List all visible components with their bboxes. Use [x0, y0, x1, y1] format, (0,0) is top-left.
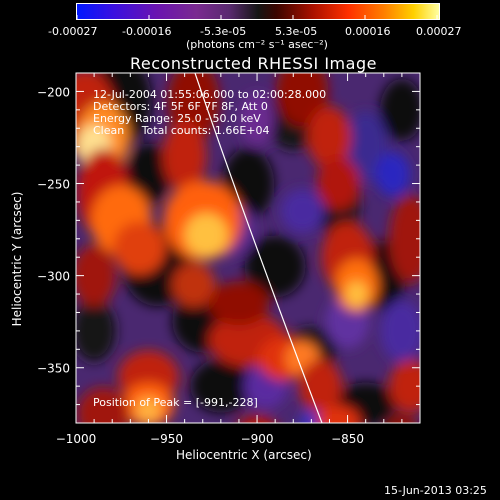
colorbar-tick-label: 0.00027	[416, 25, 462, 38]
y-axis-label: Heliocentric Y (arcsec)	[10, 191, 24, 327]
colorbar-tick-label: -0.00027	[48, 25, 98, 38]
colorbar-ticks	[76, 15, 438, 19]
colorbar-units: (photons cm⁻² s⁻¹ asec⁻²)	[186, 38, 328, 51]
heatmap-blob	[239, 92, 275, 146]
x-tick-label: −900	[241, 432, 274, 446]
heatmap-blob	[162, 120, 207, 192]
y-tick-label: −250	[37, 178, 70, 192]
annotation-counts: Clean Total counts: 1.66E+04	[93, 124, 270, 137]
heatmap-blob	[387, 414, 417, 423]
annotation-energy: Energy Range: 25.0 - 50.0 keV	[93, 112, 261, 125]
colorbar-tick-label: -0.00016	[122, 25, 172, 38]
heatmap-blob	[389, 194, 420, 283]
colorbar-tick-label: 5.3e-05	[275, 25, 318, 38]
heatmap-blob	[113, 221, 166, 275]
heatmap-blob	[380, 299, 420, 362]
colorbar	[76, 3, 440, 20]
heatmap-blob	[316, 405, 361, 423]
heatmap-blob	[307, 106, 352, 169]
heatmap-blob	[276, 73, 329, 127]
heatmap-blob	[126, 143, 171, 206]
heatmap-blob	[171, 262, 216, 307]
heatmap-blob	[316, 157, 361, 211]
heatmap-blob	[298, 359, 343, 413]
x-axis-label: Heliocentric X (arcsec)	[176, 448, 312, 462]
heatmap-blob	[135, 396, 162, 423]
heatmap-blob	[380, 78, 420, 141]
heatmap-blob	[343, 111, 388, 183]
y-tick-label: −200	[37, 85, 70, 99]
x-tick-label: −950	[150, 432, 183, 446]
x-tick-label: −1000	[56, 432, 97, 446]
heatmap-blob	[208, 281, 270, 326]
heatmap-blob	[389, 359, 420, 413]
y-tick-label: −350	[37, 362, 70, 376]
footer-timestamp: 15-Jun-2013 03:25	[384, 484, 487, 497]
colorbar-tick-label: 0.00016	[345, 25, 391, 38]
y-tick-label: −300	[37, 270, 70, 284]
heatmap-blob	[76, 299, 116, 362]
heatmap-blob	[190, 359, 252, 413]
heatmap-blob	[280, 189, 325, 234]
colorbar-tick-label: -5.3e-05	[200, 25, 247, 38]
peak-position-label: Position of Peak = [-991,-228]	[93, 396, 258, 409]
annotation-time: 12-Jul-2004 01:55:06.000 to 02:00:28.000	[93, 88, 327, 101]
heatmap-blob	[345, 280, 368, 308]
heatmap-blob	[76, 244, 116, 307]
x-tick-label: −850	[331, 432, 364, 446]
plot-frame	[75, 72, 421, 424]
heatmap-blob	[77, 387, 130, 423]
heatmap-blob	[244, 235, 306, 298]
solar-limb-line	[194, 73, 323, 423]
heatmap-blob	[375, 152, 411, 197]
chart-title: Reconstructed RHESSI Image	[130, 54, 377, 73]
annotation-detectors: Detectors: 4F 5F 6F 7F 8F, Att 0	[93, 100, 268, 113]
heatmap-blob	[184, 213, 229, 258]
